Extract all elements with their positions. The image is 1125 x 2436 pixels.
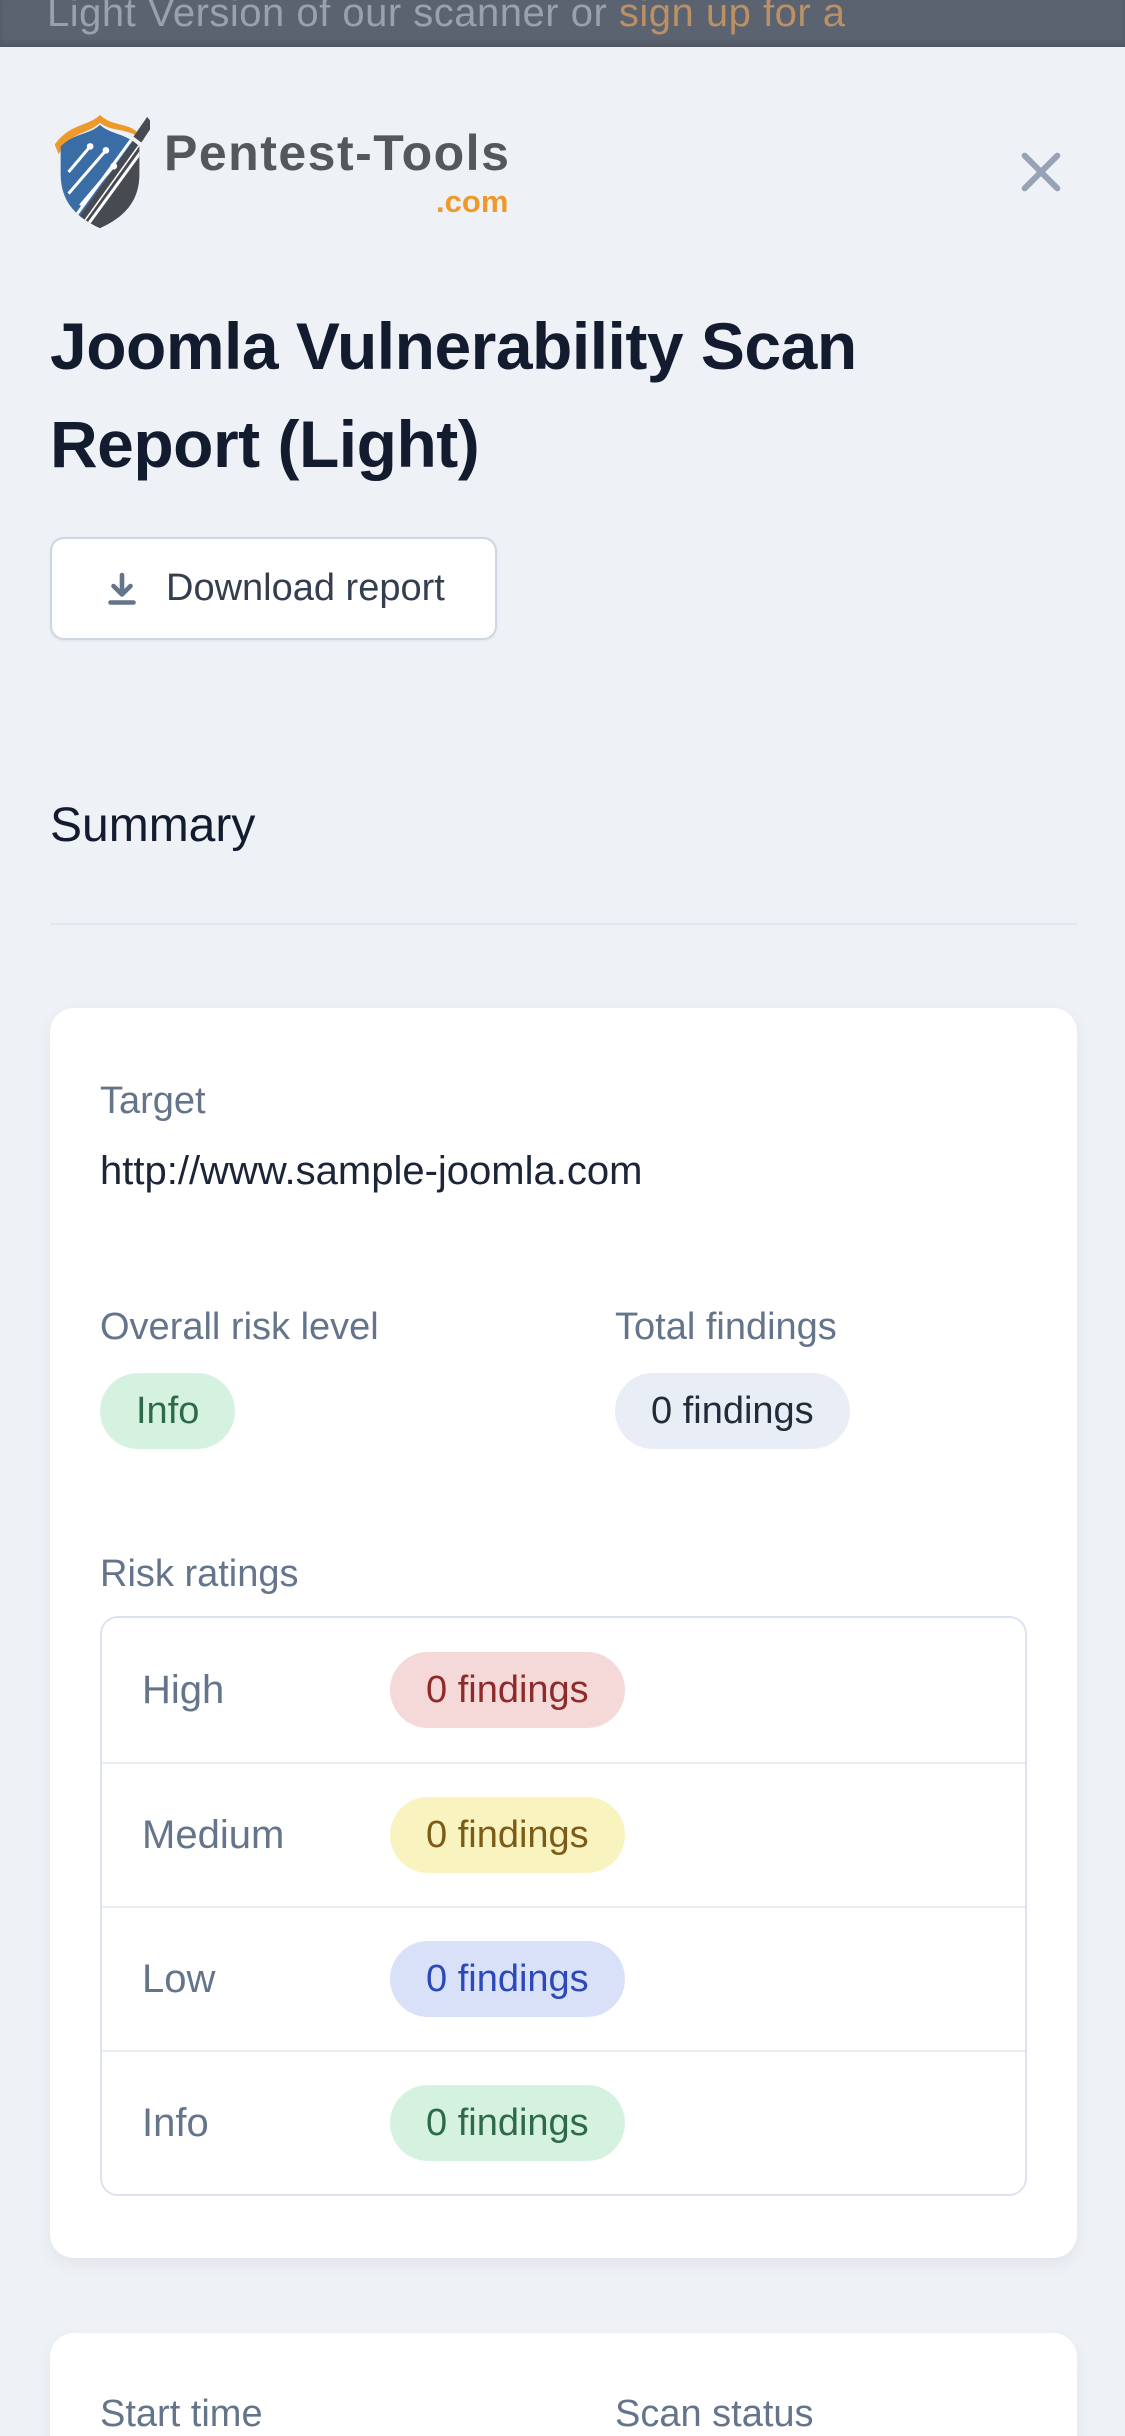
summary-heading: Summary [50, 799, 256, 852]
risk-level-label: Low [142, 1956, 216, 2001]
risk-level-label: Medium [142, 1812, 285, 1857]
risk-count-badge: 0 findings [390, 2085, 625, 2161]
page-title: Joomla Vulnerability Scan Report (Light) [50, 309, 857, 481]
risk-count-badge: 0 findings [390, 1652, 625, 1728]
banner-text-prefix: Light Version of our scanner or [47, 0, 619, 35]
risk-stats-row: Overall risk level Info Total findings 0… [100, 1306, 1027, 1449]
summary-card: Target http://www.sample-joomla.com Over… [50, 1008, 1077, 2258]
target-label: Target [100, 1080, 206, 1122]
table-row-high: High 0 findings [102, 1618, 1025, 1762]
sign-up-link[interactable]: sign up for a [618, 0, 846, 35]
sheet-header: Pentest-Tools .com [0, 47, 1125, 233]
table-row-low: Low 0 findings [102, 1906, 1025, 2050]
table-row-info: Info 0 findings [102, 2050, 1025, 2194]
scan-details-card: Start time Scan status [50, 2333, 1077, 2436]
overall-risk-label: Overall risk level [100, 1306, 379, 1348]
risk-count-badge: 0 findings [390, 1941, 625, 2017]
download-button-label: Download report [166, 567, 445, 609]
close-button[interactable] [997, 128, 1085, 216]
total-findings-label: Total findings [615, 1306, 837, 1348]
brand-name: Pentest-Tools [164, 125, 511, 181]
risk-ratings-label: Risk ratings [100, 1553, 299, 1595]
risk-level-label: High [142, 1667, 225, 1712]
risk-ratings-table: High 0 findings Medium 0 findings Low 0 … [100, 1616, 1027, 2196]
scan-details-row: Start time Scan status [100, 2393, 1027, 2436]
overall-risk-stat: Overall risk level Info [100, 1306, 615, 1449]
download-icon [108, 572, 136, 605]
dimmed-background-banner: Light Version of our scanner or sign up … [0, 0, 1125, 47]
pentest-tools-logo: Pentest-Tools .com [50, 111, 510, 233]
scan-status-label: Scan status [615, 2393, 814, 2435]
download-report-button[interactable]: Download report [50, 537, 497, 640]
overall-risk-badge: Info [100, 1373, 236, 1449]
close-icon [1021, 152, 1061, 192]
risk-count-badge: 0 findings [390, 1797, 625, 1873]
start-time-label: Start time [100, 2393, 263, 2435]
banner-text: Light Version of our scanner or sign up … [0, 0, 1125, 36]
risk-level-label: Info [142, 2100, 209, 2145]
section-divider [50, 923, 1077, 925]
target-value: http://www.sample-joomla.com [100, 1149, 643, 1193]
table-row-medium: Medium 0 findings [102, 1762, 1025, 1906]
brand-tld: .com [436, 184, 509, 219]
total-findings-stat: Total findings 0 findings [615, 1306, 1027, 1449]
total-findings-badge: 0 findings [615, 1373, 850, 1449]
shield-logo-icon [54, 114, 150, 229]
brand-wordmark: Pentest-Tools .com [164, 124, 510, 220]
